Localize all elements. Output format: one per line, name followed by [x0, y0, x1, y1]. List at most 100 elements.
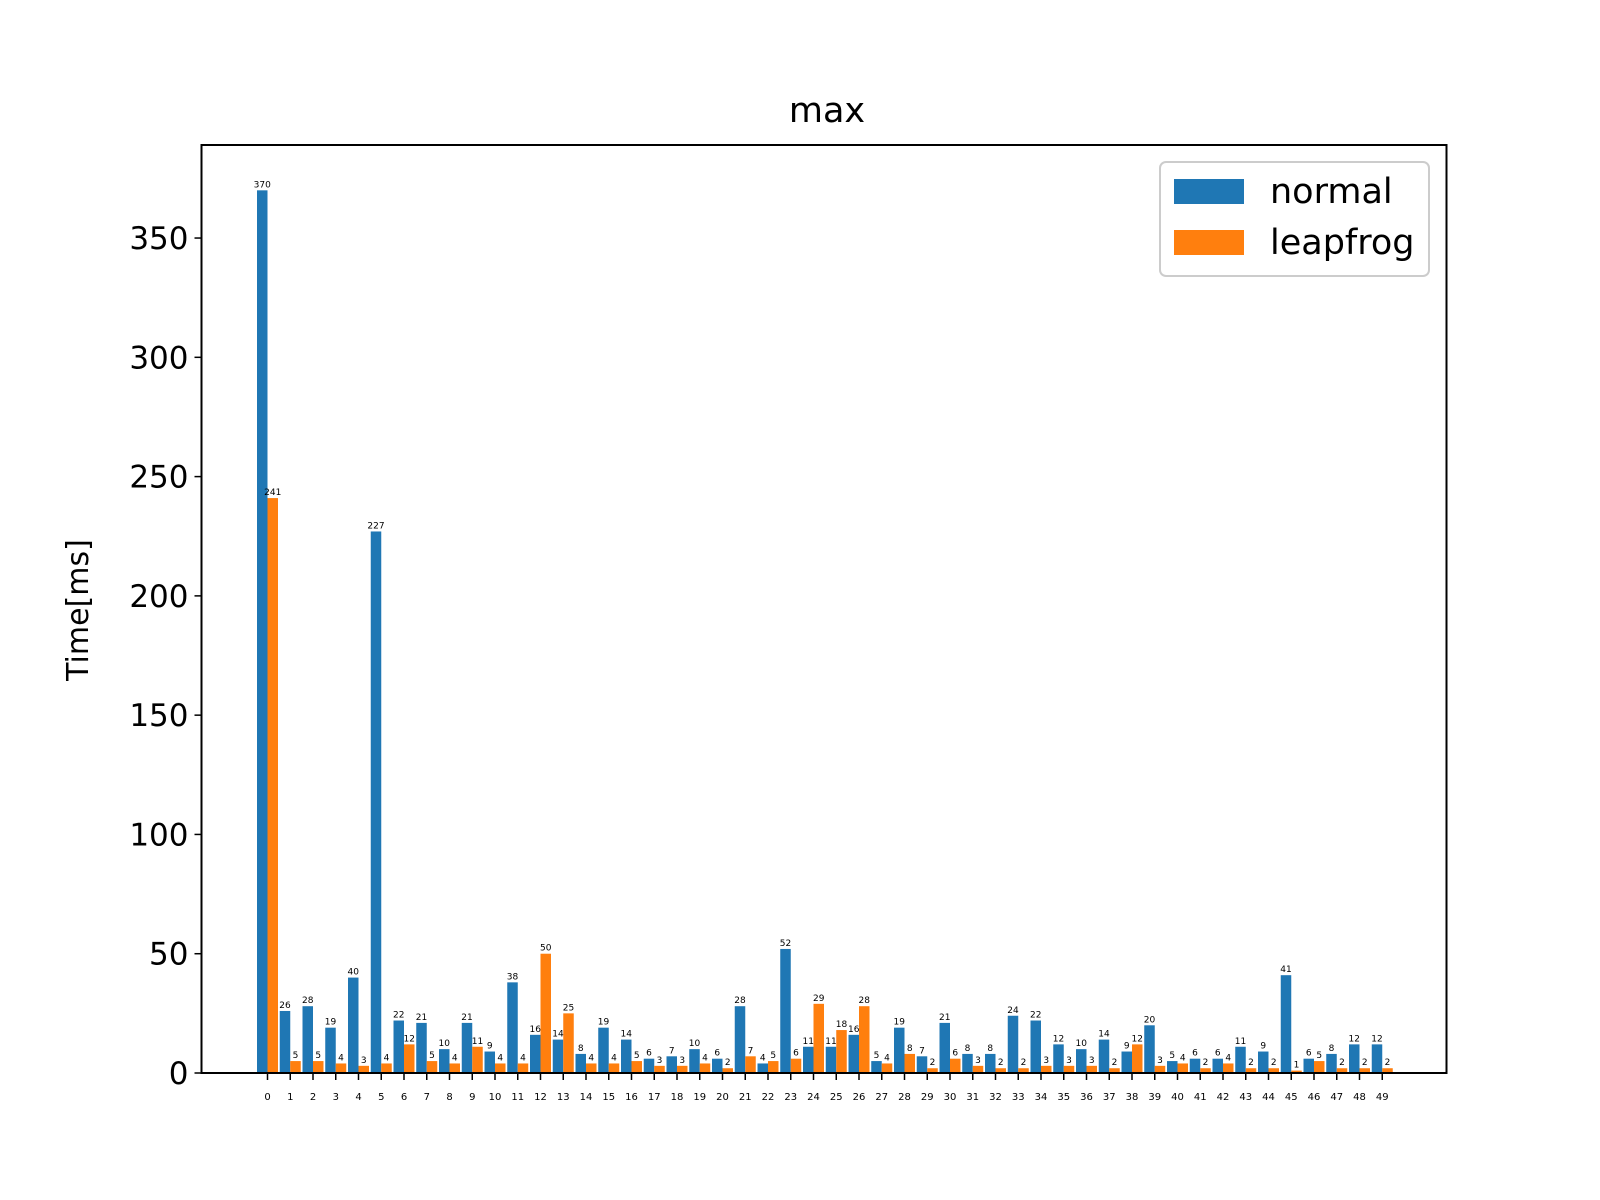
- x-tick-label-41: 41: [1194, 1092, 1207, 1103]
- bar-leapfrog-47: [1336, 1068, 1348, 1073]
- bar-normal-32: [985, 1053, 996, 1073]
- y-axis: 0 50 100 150 200 250 300 350: [129, 221, 202, 1092]
- bar-label-leapfrog-15: 4: [611, 1053, 617, 1063]
- bar-normal-28: [894, 1027, 905, 1073]
- bar-normal-3: [325, 1027, 336, 1073]
- bar-label-normal-23: 52: [780, 939, 791, 949]
- bar-leapfrog-40: [1177, 1063, 1188, 1073]
- bar-label-leapfrog-32: 2: [998, 1058, 1004, 1068]
- bar-normal-34: [1030, 1020, 1041, 1073]
- bar-label-normal-1: 26: [279, 1001, 291, 1011]
- x-tick-label-4: 4: [355, 1092, 361, 1103]
- x-tick-label-12: 12: [534, 1092, 547, 1103]
- bar-leapfrog-37: [1109, 1068, 1120, 1073]
- bar-label-leapfrog-38: 12: [1132, 1034, 1143, 1044]
- x-tick-label-42: 42: [1217, 1092, 1230, 1103]
- bar-normal-0: [257, 190, 268, 1073]
- x-tick-label-20: 20: [716, 1092, 729, 1103]
- x-tick-label-14: 14: [580, 1092, 593, 1103]
- x-tick-label-19: 19: [693, 1092, 706, 1103]
- bar-label-leapfrog-13: 25: [563, 1003, 574, 1013]
- bar-label-leapfrog-22: 5: [770, 1051, 776, 1061]
- bar-label-leapfrog-45: 1: [1294, 1061, 1300, 1071]
- y-tick-label-100: 100: [129, 817, 188, 853]
- bar-label-leapfrog-11: 4: [520, 1053, 526, 1063]
- bar-label-leapfrog-39: 3: [1157, 1056, 1163, 1066]
- x-tick-label-37: 37: [1103, 1092, 1116, 1103]
- bar-label-leapfrog-7: 5: [429, 1051, 435, 1061]
- bar-label-leapfrog-48: 2: [1362, 1058, 1368, 1068]
- bar-label-leapfrog-2: 5: [315, 1051, 321, 1061]
- bar-label-normal-30: 21: [939, 1013, 950, 1023]
- bar-leapfrog-18: [677, 1065, 688, 1073]
- x-tick-label-21: 21: [739, 1092, 752, 1103]
- bar-label-leapfrog-29: 2: [930, 1058, 936, 1068]
- bar-leapfrog-25: [836, 1030, 847, 1073]
- bar-label-leapfrog-34: 3: [1043, 1056, 1049, 1066]
- bar-normal-22: [757, 1063, 768, 1073]
- bar-leapfrog-36: [1086, 1065, 1097, 1073]
- x-tick-label-2: 2: [310, 1092, 316, 1103]
- x-tick-label-5: 5: [378, 1092, 384, 1103]
- bar-leapfrog-33: [1018, 1068, 1029, 1073]
- bar-leapfrog-0: [267, 498, 278, 1073]
- bar-leapfrog-15: [608, 1063, 620, 1073]
- bar-normal-1: [279, 1010, 291, 1073]
- bar-normal-29: [916, 1056, 928, 1073]
- bar-label-leapfrog-23: 6: [793, 1049, 799, 1059]
- bar-normal-23: [780, 948, 791, 1073]
- bar-leapfrog-45: [1291, 1070, 1302, 1073]
- bar-label-leapfrog-43: 2: [1248, 1058, 1254, 1068]
- bar-label-normal-33: 24: [1007, 1006, 1019, 1016]
- bar-label-normal-22: 4: [760, 1053, 766, 1063]
- x-tick-label-1: 1: [287, 1092, 293, 1103]
- bar-label-leapfrog-49: 2: [1385, 1058, 1391, 1068]
- bar-leapfrog-20: [722, 1068, 733, 1073]
- bar-label-normal-49: 12: [1371, 1034, 1382, 1044]
- bar-leapfrog-12: [540, 953, 551, 1073]
- bar-leapfrog-5: [381, 1063, 392, 1073]
- bar-label-leapfrog-35: 3: [1066, 1056, 1072, 1066]
- bar-label-normal-40: 5: [1169, 1051, 1175, 1061]
- y-tick-label-0: 0: [169, 1056, 189, 1092]
- bar-normal-14: [575, 1053, 586, 1073]
- bar-leapfrog-3: [335, 1063, 347, 1073]
- bar-label-normal-34: 22: [1030, 1011, 1041, 1021]
- bar-normal-7: [416, 1022, 427, 1073]
- x-tick-label-29: 29: [921, 1092, 934, 1103]
- bar-leapfrog-9: [472, 1046, 483, 1073]
- bar-label-normal-7: 21: [416, 1013, 427, 1023]
- bar-leapfrog-29: [927, 1068, 938, 1073]
- bar-leapfrog-24: [813, 1003, 824, 1073]
- bar-normal-47: [1326, 1053, 1337, 1073]
- x-tick-label-38: 38: [1126, 1092, 1139, 1103]
- bar-label-leapfrog-37: 2: [1112, 1058, 1118, 1068]
- bar-leapfrog-14: [586, 1063, 597, 1073]
- bar-leapfrog-39: [1154, 1065, 1166, 1073]
- bar-label-normal-4: 40: [348, 968, 360, 978]
- bar-normal-16: [621, 1039, 632, 1073]
- bar-leapfrog-19: [699, 1063, 711, 1073]
- bar-label-normal-16: 14: [621, 1030, 633, 1040]
- bar-label-normal-20: 6: [714, 1049, 720, 1059]
- bar-label-normal-14: 8: [578, 1044, 584, 1054]
- x-tick-label-34: 34: [1035, 1092, 1048, 1103]
- bar-leapfrog-7: [426, 1061, 438, 1073]
- bar-label-normal-24: 11: [803, 1037, 814, 1047]
- bar-label-leapfrog-27: 4: [884, 1053, 890, 1063]
- bar-label-leapfrog-31: 3: [975, 1056, 981, 1066]
- x-tick-label-49: 49: [1376, 1092, 1389, 1103]
- x-tick-label-0: 0: [264, 1092, 270, 1103]
- bar-normal-31: [962, 1053, 973, 1073]
- bar-normal-11: [507, 982, 518, 1073]
- bar-leapfrog-35: [1063, 1065, 1075, 1073]
- y-tick-label-150: 150: [129, 698, 188, 734]
- bar-leapfrog-43: [1245, 1068, 1257, 1073]
- bar-label-leapfrog-17: 3: [657, 1056, 663, 1066]
- bar-label-leapfrog-47: 2: [1339, 1058, 1345, 1068]
- bar-normal-2: [302, 1006, 313, 1073]
- bar-label-normal-9: 21: [461, 1013, 472, 1023]
- bar-label-leapfrog-14: 4: [588, 1053, 594, 1063]
- bar-label-normal-45: 41: [1280, 965, 1291, 975]
